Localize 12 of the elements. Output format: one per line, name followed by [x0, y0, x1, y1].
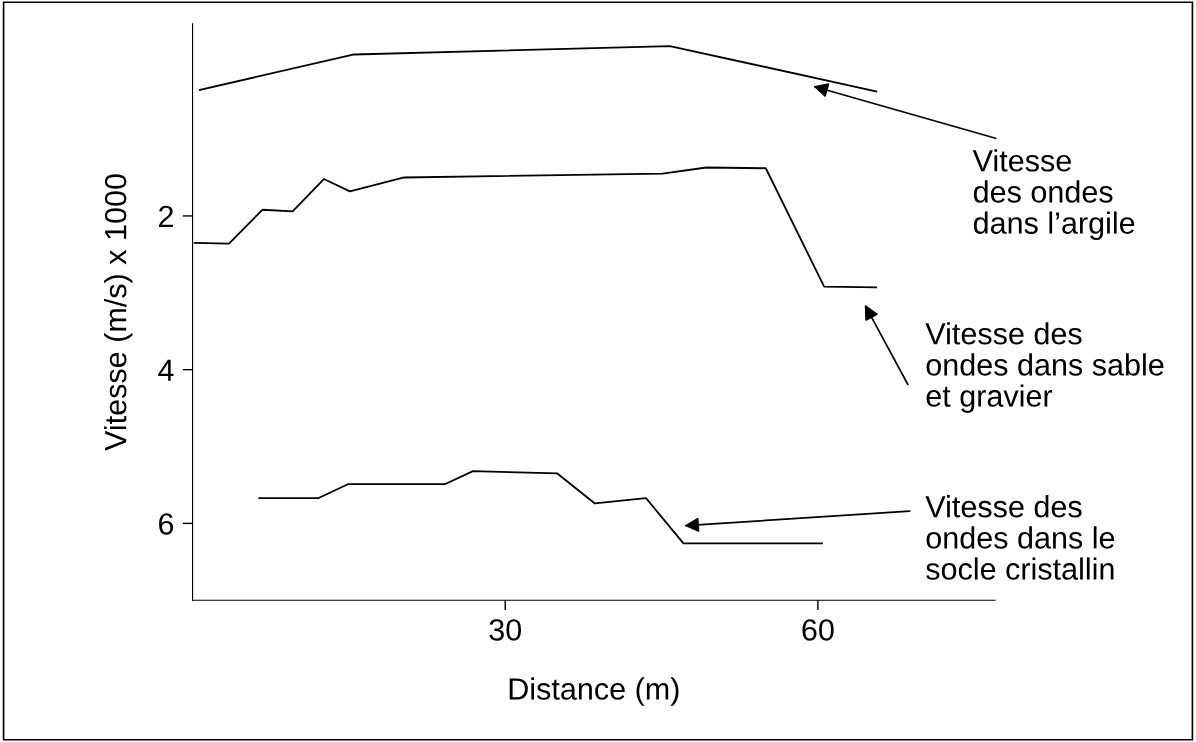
text: Vitesse des ondes dans l’argile: [972, 149, 1135, 240]
line-series: [258, 470, 823, 545]
series-label: Vitesse des ondes dans sable et gravier: [925, 322, 1164, 413]
x-tick-label: 30: [489, 619, 522, 641]
x-tick-label: 60: [802, 619, 834, 641]
y-tick-label: 6: [159, 513, 174, 535]
text: Vitesse des ondes dans le socle cristallin: [925, 495, 1115, 580]
y-axis-title: Vitesse (m/s) x 1000: [104, 174, 133, 451]
y-tick-label: 2: [159, 205, 173, 227]
line-series: [198, 45, 878, 93]
y-tick-label: 4: [158, 359, 174, 381]
x-axis-title: Distance (m): [509, 677, 679, 706]
